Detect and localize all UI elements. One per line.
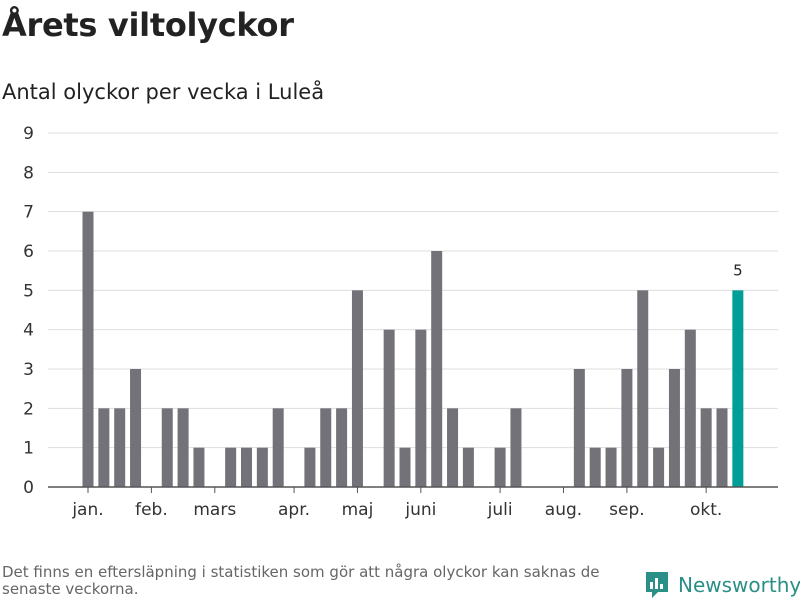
bar [447, 408, 459, 487]
x-tick-label: okt. [690, 500, 722, 520]
bar-chart: 0 1 2 3 4 5 6 7 8 9 jan. feb. mars apr. maj juni juli aug… [23, 124, 778, 520]
y-tick-label: 1 [23, 439, 34, 459]
bar [668, 369, 680, 487]
brand-name: Newsworthy [678, 573, 800, 597]
y-tick-label: 8 [23, 163, 34, 183]
data-label: 5 [733, 261, 743, 279]
bar-highlight [732, 290, 744, 487]
bar [589, 447, 601, 487]
bar [383, 329, 395, 487]
bar [161, 408, 173, 487]
bar [684, 329, 696, 487]
bar [241, 447, 252, 487]
y-tick-label: 9 [23, 124, 34, 144]
bar [494, 447, 506, 487]
bar [431, 251, 443, 487]
newsworthy-brand[interactable]: Newsworthy [644, 570, 800, 600]
y-tick-label: 2 [23, 399, 34, 419]
bar [510, 408, 522, 487]
x-tick-label: sep. [609, 500, 645, 520]
bar [351, 290, 363, 487]
bar [700, 408, 712, 487]
bar [637, 290, 649, 487]
y-tick-label: 0 [23, 478, 34, 498]
bar [98, 408, 110, 487]
x-tick-label: apr. [278, 500, 310, 520]
bar [225, 447, 237, 487]
x-tick-label: maj [342, 500, 374, 520]
x-tick-label: feb. [135, 500, 168, 520]
bar [320, 408, 332, 487]
bar [716, 408, 728, 487]
x-tick-label: jan. [71, 500, 103, 520]
bar [462, 447, 474, 487]
bar [82, 211, 94, 487]
chart-title: Årets viltolyckor [2, 6, 294, 44]
bar [130, 369, 142, 487]
bar [272, 408, 284, 487]
bar [177, 408, 189, 487]
chart-subtitle: Antal olyckor per vecka i Luleå [2, 80, 325, 104]
y-tick-label: 7 [23, 203, 34, 223]
bar [256, 447, 268, 487]
bar [304, 447, 316, 487]
x-tick-label: aug. [545, 500, 582, 520]
bar [653, 447, 665, 487]
bar [114, 408, 126, 487]
bar [573, 369, 585, 487]
bar [336, 408, 348, 487]
x-tick-label: juli [487, 500, 513, 520]
y-tick-label: 3 [23, 360, 34, 380]
bar [415, 329, 427, 487]
bar [605, 447, 617, 487]
x-tick-label: juni [404, 500, 436, 520]
bar [193, 447, 205, 487]
y-tick-label: 5 [23, 281, 34, 301]
footnote: Det finns en eftersläpning i statistiken… [2, 563, 600, 598]
y-tick-label: 4 [23, 321, 34, 341]
bar [399, 447, 411, 487]
x-tick-label: mars [193, 500, 236, 520]
y-tick-label: 6 [23, 242, 34, 262]
newsworthy-logo-icon [646, 572, 668, 598]
bar [621, 369, 633, 487]
